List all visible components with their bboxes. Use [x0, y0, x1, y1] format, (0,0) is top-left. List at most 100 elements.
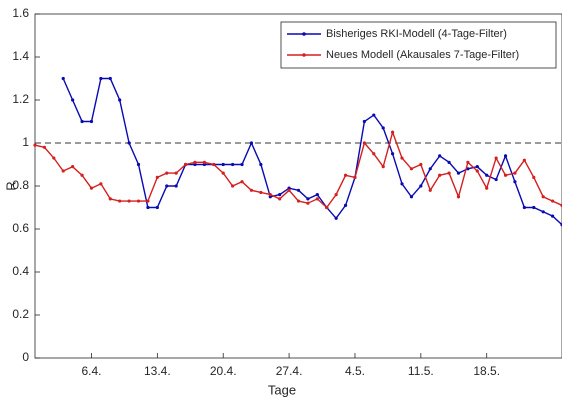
- data-point: [466, 167, 470, 171]
- data-point: [503, 173, 508, 177]
- data-point: [391, 130, 395, 134]
- data-point: [447, 171, 451, 175]
- data-point: [456, 195, 461, 199]
- data-point: [136, 162, 141, 167]
- legend: Bisheriges RKI-Modell (4-Tage-Filter) Neu…: [280, 21, 557, 69]
- data-point: [541, 210, 545, 214]
- data-point: [52, 156, 56, 160]
- data-point: [400, 156, 404, 160]
- data-point: [334, 216, 338, 220]
- data-point: [118, 98, 122, 102]
- data-point: [221, 162, 225, 167]
- series-line: [34, 129, 562, 209]
- data-point: [231, 162, 235, 167]
- data-point: [61, 169, 65, 173]
- data-point: [343, 173, 348, 177]
- y-tick-label: 0: [22, 350, 29, 364]
- data-point: [494, 156, 498, 160]
- data-point: [174, 184, 178, 188]
- data-point: [485, 173, 489, 177]
- x-tick-label: 20.4.: [210, 364, 237, 378]
- data-point: [362, 119, 366, 124]
- y-tick-label: 1.4: [12, 49, 29, 63]
- data-point: [372, 152, 376, 156]
- data-point: [353, 175, 357, 179]
- data-point: [174, 171, 178, 175]
- x-tick-label: 18.5.: [473, 364, 500, 378]
- data-point: [127, 199, 131, 203]
- data-point: [146, 205, 150, 210]
- data-point: [409, 195, 414, 199]
- data-point: [155, 175, 159, 179]
- data-point: [475, 169, 479, 173]
- data-point: [268, 193, 272, 197]
- data-point: [249, 141, 254, 145]
- data-point: [71, 165, 75, 169]
- data-point: [306, 197, 310, 201]
- data-point: [391, 152, 395, 156]
- data-point: [212, 162, 216, 167]
- data-point: [183, 162, 188, 167]
- data-point: [438, 154, 442, 158]
- data-point: [136, 199, 141, 203]
- data-point: [428, 167, 432, 171]
- data-point: [419, 184, 423, 188]
- x-tick-label: 4.5.: [345, 364, 365, 378]
- legend-marker: [302, 32, 306, 36]
- data-point: [532, 175, 536, 179]
- data-point: [118, 199, 122, 203]
- x-tick-label: 6.4.: [81, 364, 101, 378]
- data-point: [315, 197, 319, 201]
- data-point: [42, 145, 47, 149]
- data-point: [513, 180, 517, 184]
- legend-label: Neues Modell (Akausales 7-Tage-Filter): [326, 49, 519, 61]
- data-point: [306, 201, 310, 205]
- data-point: [466, 160, 470, 164]
- data-point: [259, 162, 263, 167]
- legend-box: [280, 21, 557, 69]
- data-point: [89, 119, 94, 124]
- data-point: [61, 76, 65, 81]
- data-point: [33, 143, 37, 147]
- data-point: [165, 171, 169, 175]
- data-point: [541, 195, 545, 199]
- x-tick-label: 27.4.: [276, 364, 303, 378]
- data-point: [259, 190, 263, 195]
- data-point: [80, 119, 84, 124]
- data-point: [343, 203, 348, 207]
- data-point: [231, 184, 235, 188]
- data-point: [165, 184, 169, 188]
- data-point: [494, 177, 498, 182]
- data-point: [325, 205, 329, 210]
- data-point: [240, 162, 244, 167]
- data-point: [99, 76, 103, 81]
- data-point: [381, 126, 385, 130]
- x-tick-label: 13.4.: [144, 364, 171, 378]
- y-tick-label: 1: [22, 135, 29, 149]
- x-tick-label: 11.5.: [408, 364, 434, 378]
- data-point: [456, 171, 461, 175]
- data-point: [296, 199, 301, 203]
- legend-marker: [302, 53, 306, 57]
- data-point: [550, 214, 555, 218]
- series-line: [62, 77, 562, 226]
- data-point: [278, 197, 282, 201]
- data-point: [155, 205, 159, 210]
- data-point: [362, 141, 366, 145]
- data-point: [99, 182, 103, 186]
- x-axis-label: Tage: [268, 382, 296, 397]
- y-tick-label: 0.4: [12, 264, 29, 278]
- data-point: [334, 193, 338, 197]
- data-point: [400, 182, 404, 186]
- data-point: [287, 188, 291, 192]
- data-point: [419, 162, 423, 167]
- data-point: [409, 167, 414, 171]
- data-point: [221, 171, 225, 175]
- y-tick-label: 0.8: [12, 178, 29, 192]
- data-point: [127, 141, 131, 145]
- data-point: [522, 205, 526, 210]
- data-point: [80, 173, 84, 177]
- data-point: [240, 180, 244, 184]
- data-point: [108, 197, 112, 201]
